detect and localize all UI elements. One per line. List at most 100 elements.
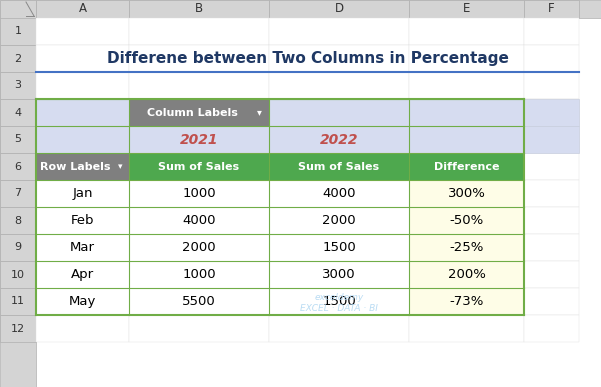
Text: Jan: Jan [72, 187, 93, 200]
Text: -50%: -50% [450, 214, 484, 227]
Bar [129, 234, 269, 261]
Bar [36, 261, 129, 288]
Bar [0, 153, 36, 180]
Bar [409, 153, 524, 180]
Bar [409, 288, 524, 315]
Text: 4000: 4000 [182, 214, 216, 227]
Bar [0, 315, 36, 342]
Bar [129, 126, 269, 153]
Bar [129, 99, 269, 126]
Bar [269, 288, 409, 315]
Bar [129, 288, 269, 315]
Bar [524, 72, 579, 99]
Bar [36, 0, 129, 18]
Bar [129, 261, 269, 288]
Text: 2000: 2000 [322, 214, 356, 227]
Text: -25%: -25% [450, 241, 484, 254]
Bar [129, 261, 269, 288]
Text: 5500: 5500 [182, 295, 216, 308]
Bar [269, 72, 409, 99]
Bar [0, 72, 36, 99]
Text: 9: 9 [14, 243, 22, 252]
Text: 1500: 1500 [322, 295, 356, 308]
Text: 5: 5 [14, 135, 22, 144]
Text: A: A [79, 2, 87, 15]
Bar [269, 99, 409, 126]
Bar [269, 288, 409, 315]
Text: 2: 2 [14, 53, 22, 63]
Text: 2021: 2021 [180, 132, 218, 147]
Text: 11: 11 [11, 296, 25, 307]
Bar [36, 261, 129, 288]
Text: 8: 8 [14, 216, 22, 226]
Bar [0, 180, 36, 207]
Bar [129, 207, 269, 234]
Bar [129, 72, 269, 99]
Bar [409, 153, 524, 180]
Text: E: E [463, 2, 470, 15]
Bar [36, 72, 129, 99]
Bar [524, 45, 579, 72]
Bar [129, 288, 269, 315]
Bar [129, 0, 269, 18]
Text: Apr: Apr [71, 268, 94, 281]
Bar [409, 126, 524, 153]
Bar [36, 18, 129, 45]
Bar [36, 288, 129, 315]
Bar [129, 153, 269, 180]
Text: Column Labels: Column Labels [147, 108, 237, 118]
Text: 3: 3 [14, 80, 22, 91]
Bar [36, 234, 129, 261]
Bar [0, 234, 36, 261]
Text: 1500: 1500 [322, 241, 356, 254]
Text: D: D [334, 2, 344, 15]
Bar [0, 288, 36, 315]
Bar [524, 126, 579, 153]
Bar [269, 0, 409, 18]
Bar [524, 288, 579, 315]
Bar [0, 0, 36, 387]
Text: 6: 6 [14, 161, 22, 171]
Bar [269, 153, 409, 180]
Bar [269, 234, 409, 261]
Bar [129, 180, 269, 207]
Text: Feb: Feb [71, 214, 94, 227]
Bar [409, 261, 524, 288]
Bar [36, 207, 129, 234]
Bar [409, 45, 524, 72]
Bar [524, 18, 579, 45]
Bar [269, 261, 409, 288]
Bar [36, 153, 129, 180]
Bar [129, 315, 269, 342]
Text: ▾: ▾ [118, 162, 122, 171]
Bar [269, 126, 409, 153]
Bar [36, 180, 129, 207]
Bar [36, 153, 129, 180]
Bar [36, 207, 129, 234]
Bar [36, 180, 129, 207]
Text: exceldemy
EXCEL · DATA · BI: exceldemy EXCEL · DATA · BI [300, 293, 378, 313]
Bar [0, 0, 601, 18]
Bar [0, 45, 36, 72]
Bar [409, 261, 524, 288]
Bar [409, 207, 524, 234]
Bar [524, 261, 579, 288]
Bar [129, 99, 269, 126]
Bar [409, 207, 524, 234]
Bar [0, 207, 36, 234]
Bar [269, 99, 409, 126]
Bar [36, 99, 129, 126]
Text: 1: 1 [14, 26, 22, 36]
Bar [129, 99, 269, 126]
Text: 3000: 3000 [322, 268, 356, 281]
Bar [129, 207, 269, 234]
Text: 1000: 1000 [182, 187, 216, 200]
Bar [524, 0, 579, 18]
Text: Sum of Sales: Sum of Sales [159, 161, 240, 171]
Bar [129, 234, 269, 261]
Bar [524, 99, 579, 126]
Bar [36, 288, 129, 315]
Bar [0, 99, 36, 126]
Text: Difference: Difference [434, 161, 499, 171]
Bar [0, 126, 36, 153]
